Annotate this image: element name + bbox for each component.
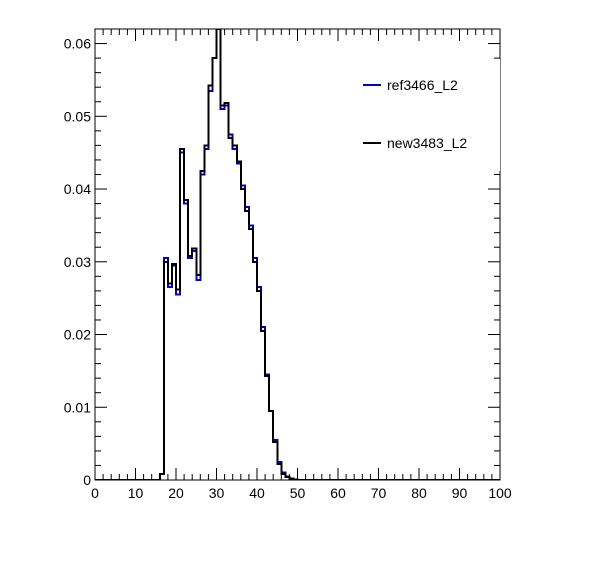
y-tick-label: 0.06 xyxy=(64,36,91,52)
x-tick-label: 20 xyxy=(168,485,184,501)
x-tick-label: 60 xyxy=(330,485,346,501)
series-layer xyxy=(95,29,500,480)
series-new3483-l2 xyxy=(95,29,500,480)
x-tick-label: 30 xyxy=(209,485,225,501)
x-tick-label: 80 xyxy=(411,485,427,501)
x-tick-label: 70 xyxy=(371,485,387,501)
x-tick-label: 90 xyxy=(452,485,468,501)
y-tick-label: 0.05 xyxy=(64,108,91,124)
x-tick-label: 100 xyxy=(488,485,512,501)
y-tick-label: 0.01 xyxy=(64,399,91,415)
x-tick-label: 0 xyxy=(91,485,99,501)
y-tick-label: 0 xyxy=(83,472,91,488)
y-tick-label: 0.04 xyxy=(64,181,91,197)
x-tick-label: 50 xyxy=(290,485,306,501)
x-tick-label: 10 xyxy=(128,485,144,501)
axis-layer: 0 10 20 30 40 50 60 70 80 90 100 0 0.01 0.02 0.03 0.04 0… xyxy=(64,28,512,501)
x-tick-label: 40 xyxy=(249,485,265,501)
legend-label-new3483: new3483_L2 xyxy=(387,135,467,151)
y-tick-label: 0.03 xyxy=(64,254,91,270)
legend: ref3466_L2 new3483_L2 xyxy=(357,59,500,171)
legend-label-ref3466: ref3466_L2 xyxy=(387,77,458,93)
y-tick-label: 0.02 xyxy=(64,327,91,343)
legend-box xyxy=(357,59,500,171)
